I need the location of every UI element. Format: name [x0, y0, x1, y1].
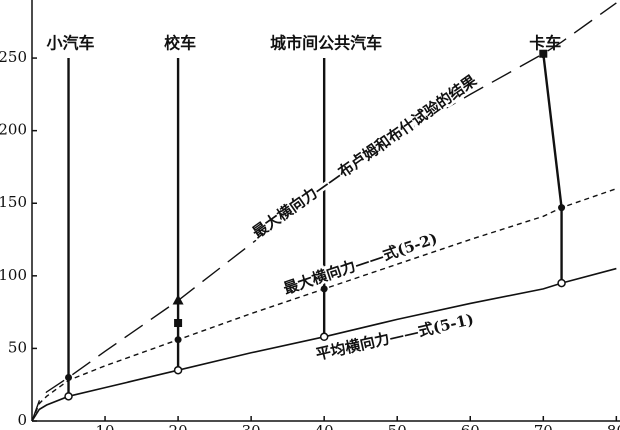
- vehicle-line: [542, 53, 563, 284]
- curve-label: 平均横向力——式(5-1): [314, 310, 475, 364]
- x-tick-label: 70: [534, 422, 553, 430]
- marker: [558, 204, 566, 212]
- vehicle-label: 卡车: [529, 34, 561, 53]
- marker: [64, 392, 73, 401]
- x-tick-label: 60: [461, 422, 480, 430]
- vehicle-label: 校车: [164, 34, 196, 53]
- x-tick-label: 10: [95, 422, 114, 430]
- y-tick-label: 150: [0, 193, 27, 211]
- series-line: [31, 2, 617, 422]
- y-tick-label: 0: [17, 411, 27, 429]
- x-tick-label: 30: [242, 422, 261, 430]
- y-tick-label: 250: [0, 48, 27, 66]
- vehicle-label: 城市间公共汽车: [270, 34, 382, 53]
- y-tick-label: 100: [0, 266, 27, 284]
- marker: [172, 294, 184, 305]
- marker: [557, 278, 566, 288]
- marker: [173, 365, 183, 375]
- y-tick-label: 50: [8, 338, 27, 356]
- marker: [539, 49, 548, 58]
- series-line: [31, 188, 617, 422]
- x-tick-label: 40: [315, 422, 334, 430]
- marker: [174, 319, 183, 328]
- marker: [320, 285, 328, 293]
- marker: [65, 373, 73, 381]
- x-tick-label: 20: [169, 422, 188, 430]
- series-line: [31, 267, 617, 422]
- x-tick-label: 50: [388, 422, 407, 430]
- marker: [319, 332, 329, 342]
- y-tick-label: 200: [0, 121, 27, 139]
- vehicle-label: 小汽车: [47, 34, 95, 53]
- curve-label: 最大横向力——式(5-2): [281, 229, 440, 298]
- marker: [174, 336, 182, 344]
- curve-label: 最大横向力——布卢姆和布什试验的结果: [249, 71, 481, 242]
- x-tick-label: 80: [607, 422, 620, 430]
